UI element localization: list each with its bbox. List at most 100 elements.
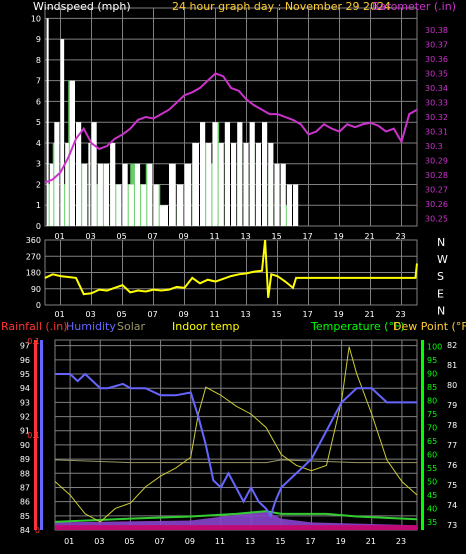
wind-y-tick: 8 [36, 56, 41, 65]
wind-y-tick: 1 [36, 201, 41, 210]
gust-bar [91, 122, 97, 226]
rainfall-fill [55, 525, 417, 530]
dew-y-tick: 82 [447, 341, 457, 350]
temperature-axis-bar [421, 340, 424, 530]
compass-letter: N [437, 304, 445, 317]
indoor-temp-line [54, 459, 417, 464]
humidity-line [55, 372, 417, 519]
dew-y-tick: 79 [447, 401, 457, 410]
wind-y-tick: 3 [36, 160, 41, 169]
gust-bar [249, 122, 255, 226]
dew-y-tick: 81 [447, 361, 457, 370]
wind-direction-line [44, 239, 418, 298]
temp-x-tick: 13 [245, 537, 255, 546]
humidity-y-tick: 84 [20, 526, 30, 535]
compass-letter: W [437, 253, 448, 266]
humidity-axis-ticks: 84 85 86 87 88 89 90 91 92 93 94 95 96 97 [20, 342, 30, 535]
temp-x-tick: 05 [124, 537, 134, 546]
dir-x-tick: 07 [148, 310, 158, 319]
rainfall-axis-ticks: 0 0.1 0.1 [27, 337, 40, 535]
temp-y-tick: 75 [427, 410, 437, 419]
gust-bar [262, 122, 268, 226]
dew-y-tick: 80 [447, 381, 457, 390]
direction-chart-x-ticks: 01 03 05 07 09 11 13 15 17 19 21 23 [55, 310, 406, 319]
wind-y-tick: 6 [36, 97, 41, 106]
humidity-y-tick: 86 [20, 498, 30, 507]
baro-y-tick: 30.3 [425, 142, 443, 151]
gust-bar [255, 142, 261, 226]
baro-y-tick: 30.28 [425, 171, 448, 180]
humidity-y-tick: 94 [20, 384, 30, 393]
gust-bar [134, 163, 141, 226]
humidity-y-tick: 90 [20, 441, 30, 450]
humidity-y-tick: 93 [20, 398, 30, 407]
temperature-label: Temperature (°F) [310, 320, 405, 333]
temp-x-tick: 17 [305, 537, 315, 546]
wind-y-tick: 7 [36, 77, 41, 86]
gust-bar [65, 142, 69, 226]
wind-x-tick: 17 [303, 232, 313, 241]
temp-x-tick: 01 [64, 537, 74, 546]
baro-y-tick: 30.31 [425, 128, 448, 137]
wind-y-tick: 2 [36, 180, 41, 189]
wind-x-tick: 01 [55, 232, 65, 241]
humidity-label: Humidity [66, 320, 116, 333]
humidity-axis-bar [40, 340, 43, 530]
wind-x-tick: 07 [148, 232, 158, 241]
gust-bar [192, 142, 199, 226]
dir-x-tick: 19 [334, 310, 344, 319]
gust-bar [60, 39, 65, 227]
temp-chart-frame [54, 339, 418, 531]
dew-y-tick: 76 [447, 461, 457, 470]
dew-y-tick: 73 [447, 521, 457, 530]
dew-y-tick: 77 [447, 441, 457, 450]
dewpoint-axis-ticks: 73 74 75 76 77 78 79 80 81 82 [447, 341, 457, 530]
wind-y-tick: 10 [31, 14, 41, 23]
dir-x-tick: 05 [117, 310, 127, 319]
dir-y-tick: 0 [36, 301, 41, 310]
gust-bar [268, 142, 274, 226]
humidity-y-tick: 92 [20, 413, 30, 422]
barometer-axis-label: Barometer (.in) [372, 0, 456, 13]
gust-bar [184, 163, 192, 226]
dir-x-tick: 11 [210, 310, 220, 319]
gust-bar [237, 122, 243, 226]
humidity-y-tick: 85 [20, 512, 30, 521]
gust-bar [88, 142, 91, 226]
gust-bar [103, 163, 110, 226]
gust-bar [206, 142, 212, 226]
rain-y-tick: 0 [35, 526, 40, 535]
temp-y-tick: 90 [427, 370, 437, 379]
temp-x-tick: 09 [185, 537, 195, 546]
temp-x-tick: 23 [396, 537, 406, 546]
baro-y-tick: 30.27 [425, 186, 448, 195]
gust-bar [46, 18, 49, 227]
temp-y-tick: 45 [427, 491, 437, 500]
wind-x-tick: 09 [179, 232, 189, 241]
wind-y-tick: 4 [36, 139, 41, 148]
temperature-axis-ticks: 35 40 45 50 55 60 65 70 75 80 85 90 95 100 [427, 343, 442, 527]
humidity-y-tick: 97 [20, 342, 30, 351]
temp-y-tick: 95 [427, 356, 437, 365]
gust-bar [212, 122, 218, 226]
baro-y-tick: 30.32 [425, 113, 448, 122]
rain-y-tick: 0.1 [27, 337, 40, 346]
temp-x-tick: 19 [336, 537, 346, 546]
wind-x-tick: 15 [272, 232, 282, 241]
gust-bar [243, 142, 249, 226]
dir-y-tick: 270 [26, 252, 41, 261]
baro-y-tick: 30.37 [425, 40, 448, 49]
gust-bar [293, 184, 299, 226]
chart-title: 24 hour graph day : November 29 2024 [172, 0, 391, 13]
dir-x-tick: 17 [303, 310, 313, 319]
gust-bar [280, 163, 286, 226]
wind-gust-bars [46, 18, 299, 227]
direction-chart-grid [45, 239, 417, 306]
temp-y-tick: 55 [427, 464, 437, 473]
solar-label: Solar [117, 320, 146, 333]
dewpoint-line [54, 510, 418, 523]
temp-x-tick: 15 [275, 537, 285, 546]
wind-y-tick: 0 [36, 222, 41, 231]
dir-x-tick: 01 [55, 310, 65, 319]
dir-y-tick: 90 [31, 285, 41, 294]
